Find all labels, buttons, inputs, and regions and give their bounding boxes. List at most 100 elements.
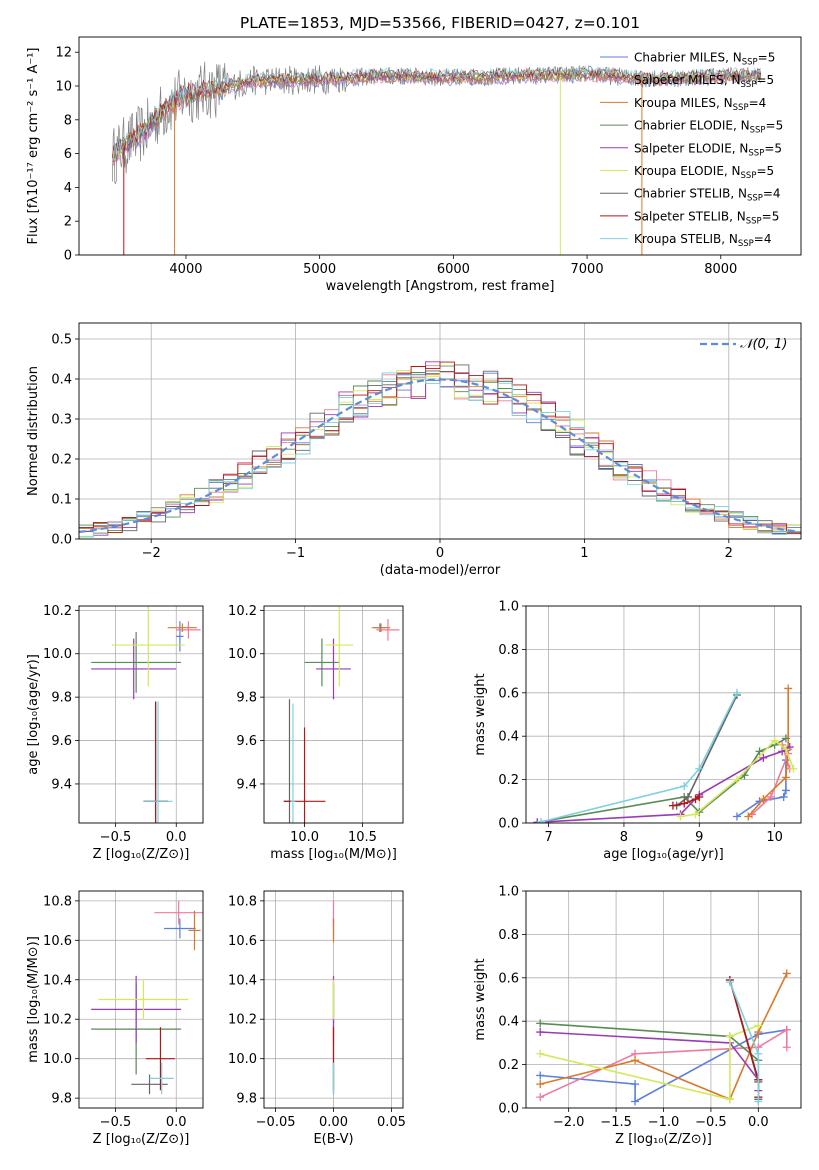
error-bar-point-2 bbox=[371, 623, 391, 633]
plus-marker bbox=[536, 1019, 545, 1028]
y-tick-label: 0.0 bbox=[51, 533, 72, 548]
plus-marker bbox=[680, 782, 689, 791]
normal-reference-curve bbox=[79, 378, 799, 534]
weight-line-4 bbox=[537, 746, 791, 823]
y-tick-label: 0.3 bbox=[51, 413, 72, 428]
axes-frame bbox=[78, 605, 204, 824]
legend-name: Chabrier MILES, N bbox=[634, 51, 742, 65]
plot-area bbox=[79, 606, 203, 823]
x-tick-label: 2 bbox=[725, 546, 733, 561]
y-tick-label: 10.2 bbox=[43, 604, 72, 619]
error-bar-point-5 bbox=[98, 979, 189, 1020]
error-bar-point-0 bbox=[164, 918, 196, 939]
legend-sub: SSP bbox=[741, 171, 757, 181]
x-axis-label: Z [log₁₀(Z/Z⊙)] bbox=[93, 847, 190, 862]
y-tick-label: 0.6 bbox=[498, 686, 519, 701]
x-tick-label: −0.5 bbox=[100, 1115, 132, 1130]
chart-residuals: −2 −1 0 1 2 0.0 0.1 0.2 0.3 0.4 0.5 (data-model)/er… bbox=[26, 322, 802, 578]
legend-sub: SSP bbox=[742, 58, 758, 68]
x-tick-label: 10 bbox=[766, 830, 783, 845]
y-tick-label: 10.0 bbox=[43, 647, 72, 662]
plus-marker bbox=[725, 1032, 734, 1041]
x-tick-label: 1 bbox=[580, 546, 588, 561]
x-axis-label: wavelength [Angstrom, rest frame] bbox=[326, 279, 555, 294]
x-tick-label: 8 bbox=[620, 830, 628, 845]
plus-marker bbox=[732, 775, 741, 784]
plus-marker bbox=[683, 792, 692, 801]
chart-mass-vs-ebv: −0.05 0.00 0.05 9.8 10.0 10.2 10.4 10.6 10.8 E(B-… bbox=[228, 890, 406, 1147]
legend-tail: =5 bbox=[764, 141, 782, 155]
legend-entry: Kroupa STELIB, NSSP=4 bbox=[634, 232, 772, 249]
y-tick-label: 1.0 bbox=[498, 600, 519, 615]
y-tick-label: 9.8 bbox=[51, 691, 72, 706]
plot-area bbox=[264, 606, 403, 823]
y-tick-label: 1.0 bbox=[498, 885, 519, 900]
axes-frame bbox=[78, 890, 204, 1109]
plus-marker bbox=[676, 812, 685, 821]
legend-tail: =4 bbox=[749, 96, 767, 110]
y-tick-label: 0.2 bbox=[51, 453, 72, 468]
y-tick-label: 0.5 bbox=[51, 333, 72, 348]
y-tick-label: 0.2 bbox=[498, 1058, 519, 1073]
y-tick-label: 10.8 bbox=[228, 894, 257, 909]
plot-area bbox=[526, 891, 801, 1108]
y-tick-label: 9.6 bbox=[236, 734, 257, 749]
legend-tail: =5 bbox=[756, 73, 774, 87]
legend-name: Kroupa MILES, N bbox=[634, 96, 733, 110]
axes-frame bbox=[263, 890, 404, 1109]
error-bar-point-1 bbox=[376, 619, 400, 641]
y-tick-label: 0.4 bbox=[51, 373, 72, 388]
x-tick-label: 8000 bbox=[704, 262, 737, 277]
x-axis-label: Z [log₁₀(Z/Z⊙)] bbox=[615, 1132, 712, 1147]
error-bar-point-2 bbox=[188, 910, 201, 951]
legend-tail: =5 bbox=[762, 209, 780, 223]
legend-tail: =5 bbox=[756, 164, 774, 178]
x-tick-label: −0.05 bbox=[256, 1115, 296, 1130]
plot-area bbox=[526, 606, 801, 823]
x-tick-label: −2.0 bbox=[553, 1115, 585, 1130]
y-axis-label: Normed distribution bbox=[26, 366, 41, 496]
plus-marker bbox=[770, 736, 779, 745]
chart-title: PLATE=1853, MJD=53566, FIBERID=0427, z=0… bbox=[240, 14, 640, 32]
plus-marker bbox=[766, 792, 775, 801]
x-tick-label: 9 bbox=[695, 830, 703, 845]
plus-marker bbox=[668, 801, 677, 810]
legend-tail: =5 bbox=[766, 119, 784, 133]
x-tick-label: −1 bbox=[286, 546, 305, 561]
y-axis-label: mass weight bbox=[473, 673, 488, 755]
y-tick-label: 0.8 bbox=[498, 928, 519, 943]
legend-tail: =4 bbox=[763, 187, 781, 201]
y-tick-label: 10.2 bbox=[228, 1013, 257, 1028]
error-bar-point-7 bbox=[145, 1027, 176, 1091]
plot-area bbox=[79, 323, 801, 539]
y-tick-label: 0 bbox=[64, 249, 72, 264]
y-axis-label: mass [log₁₀(M/M⊙)] bbox=[26, 936, 41, 1063]
y-tick-label: 10.0 bbox=[228, 1052, 257, 1067]
legend-entry: 𝒩(0, 1) bbox=[740, 337, 787, 352]
legend-name: Chabrier STELIB, N bbox=[634, 187, 747, 201]
y-tick-label: 9.6 bbox=[51, 734, 72, 749]
plus-marker bbox=[782, 969, 791, 978]
y-tick-label: 0.2 bbox=[498, 773, 519, 788]
legend-entry: Salpeter STELIB, NSSP=5 bbox=[634, 209, 779, 226]
x-tick-label: 5000 bbox=[303, 262, 336, 277]
legend-sub: SSP bbox=[746, 216, 762, 226]
x-tick-label: −2 bbox=[142, 546, 161, 561]
error-bar-point-1 bbox=[176, 621, 201, 639]
y-tick-label: 9.4 bbox=[236, 777, 257, 792]
y-tick-label: 10.4 bbox=[43, 973, 72, 988]
error-bar-point-2 bbox=[167, 623, 197, 633]
legend-name: Salpeter ELODIE, N bbox=[634, 141, 748, 155]
y-tick-label: 10 bbox=[55, 80, 72, 95]
x-tick-label: 4000 bbox=[169, 262, 202, 277]
plus-marker bbox=[789, 764, 798, 773]
error-bar-point-5 bbox=[325, 606, 354, 687]
x-tick-label: −1.5 bbox=[600, 1115, 632, 1130]
error-bar-point-5 bbox=[111, 606, 185, 687]
axes-frame bbox=[525, 890, 802, 1109]
legend-entry: Salpeter MILES, NSSP=5 bbox=[634, 73, 774, 90]
plus-marker bbox=[754, 1021, 763, 1030]
y-tick-label: 6 bbox=[64, 147, 72, 162]
legend-name: Salpeter MILES, N bbox=[634, 73, 741, 87]
error-bar-point-8 bbox=[149, 1062, 174, 1095]
